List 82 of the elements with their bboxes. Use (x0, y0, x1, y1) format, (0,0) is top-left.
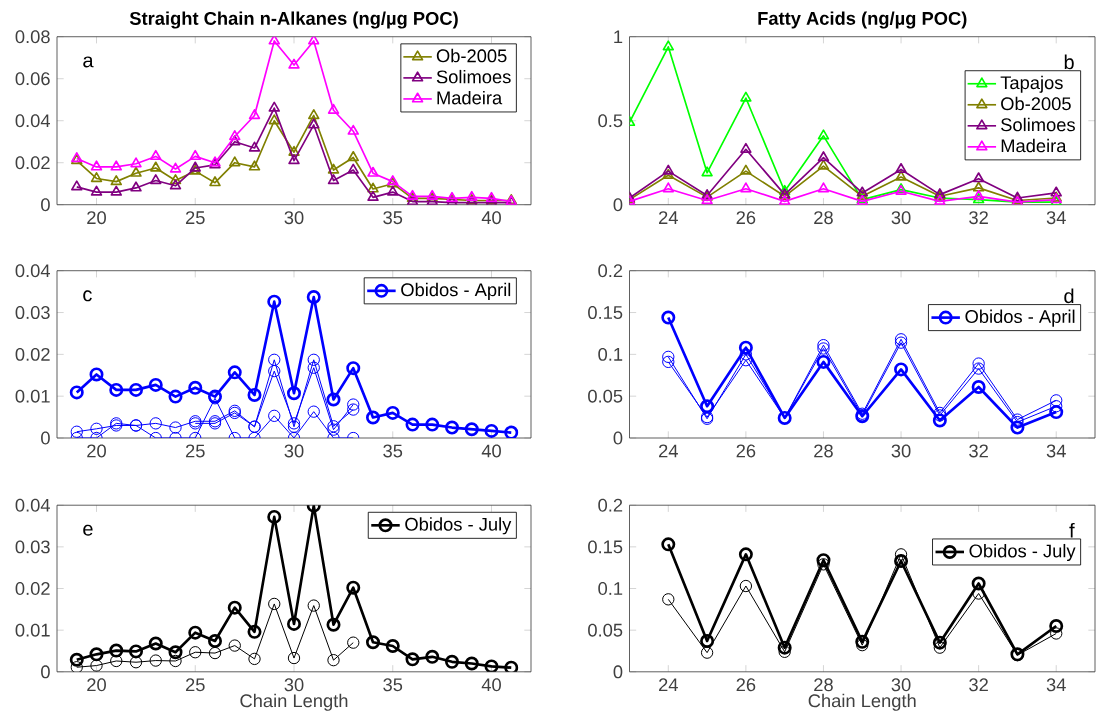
x-tick-label: 28 (814, 678, 833, 692)
y-tick-label: 0.05 (588, 389, 623, 403)
y-tick-label: 0.03 (15, 540, 50, 554)
legend-label: Ob-2005 (1001, 96, 1071, 111)
x-tick-label: 40 (481, 678, 501, 692)
y-tick-label: 0.04 (15, 498, 51, 512)
y-tick-label: 0.02 (15, 156, 50, 170)
y-tick-label: 0 (613, 198, 623, 212)
x-tick-label: 40 (481, 444, 501, 458)
annotation: e (83, 524, 93, 536)
x-tick-label: 30 (284, 678, 304, 692)
y-tick-label: 0 (41, 665, 50, 679)
y-tick-label: 0.1 (598, 347, 623, 361)
x-tick-label: 30 (891, 444, 911, 458)
y-tick-label: 0.05 (588, 623, 623, 637)
x-tick-label: 25 (185, 444, 205, 458)
x-tick-label: 28 (814, 211, 833, 225)
x-tick-label: 20 (87, 678, 106, 692)
y-tick-label: 1 (614, 30, 623, 44)
y-tick-label: 0.02 (15, 347, 50, 361)
y-tick-label: 0 (613, 431, 623, 445)
y-tick-label: 0.01 (15, 389, 50, 403)
legend-label: Obidos - April (965, 309, 1075, 327)
y-tick-label: 0 (41, 198, 50, 212)
y-tick-label: 0.15 (588, 306, 623, 320)
chart-title: Straight Chain n-Alkanes (ng/µg POC) (129, 11, 458, 29)
x-tick-label: 35 (383, 444, 403, 458)
legend-label: Obidos - July (969, 543, 1076, 562)
annotation: a (83, 56, 94, 68)
x-tick-label: 24 (659, 211, 678, 224)
y-tick-label: 0.2 (598, 264, 623, 278)
y-tick-label: 0 (613, 665, 623, 679)
x-tick-label: 20 (87, 444, 106, 458)
y-tick-label: 0.1 (598, 582, 623, 595)
legend-label: Solimoes (436, 69, 511, 84)
x-tick-label: 32 (969, 678, 988, 692)
legend-label: Tapajos (1000, 75, 1063, 93)
x-tick-label: 40 (481, 211, 501, 225)
chart-title: Fatty Acids (ng/µg POC) (758, 11, 967, 29)
y-tick-label: 0.5 (598, 114, 623, 128)
y-tick-label: 0.03 (15, 306, 50, 320)
annotation: b (1064, 54, 1074, 70)
x-tick-label: 35 (383, 678, 403, 692)
y-tick-label: 0.2 (598, 498, 623, 512)
x-tick-label: 32 (969, 444, 988, 458)
x-tick-label: 30 (284, 211, 304, 225)
x-tick-label: 34 (1046, 678, 1066, 692)
x-tick-label: 35 (383, 211, 403, 225)
x-tick-label: 34 (1046, 444, 1066, 458)
y-tick-label: 0.15 (588, 540, 623, 554)
y-tick-label: 0.02 (15, 582, 50, 596)
x-axis-title: Chain Length (240, 693, 348, 711)
legend-label: Obidos - July (405, 517, 512, 535)
x-tick-label: 30 (284, 444, 304, 458)
legend-label: Solimoes (1001, 117, 1075, 132)
x-tick-label: 26 (736, 678, 756, 692)
x-axis-title: Chain Length (808, 693, 916, 711)
annotation: c (83, 290, 92, 302)
x-tick-label: 20 (87, 211, 106, 225)
legend-label: Madeira (1001, 138, 1067, 153)
x-tick-label: 28 (814, 444, 833, 458)
annotation: d (1064, 288, 1074, 304)
legend-label: Ob-2005 (436, 48, 507, 63)
y-tick-label: 0 (41, 431, 50, 445)
x-tick-label: 30 (891, 678, 911, 692)
y-tick-label: 0.04 (15, 264, 51, 278)
x-tick-label: 25 (185, 678, 205, 692)
x-tick-label: 30 (891, 211, 911, 225)
x-tick-label: 34 (1046, 211, 1066, 225)
x-tick-label: 26 (736, 444, 756, 458)
legend-label: Madeira (437, 90, 503, 105)
y-tick-label: 0.06 (15, 72, 50, 86)
y-tick-label: 0.04 (15, 114, 51, 128)
x-tick-label: 24 (659, 444, 678, 458)
x-tick-label: 24 (659, 678, 678, 692)
y-tick-label: 0.01 (15, 623, 50, 637)
x-tick-label: 25 (185, 211, 205, 225)
legend-label: Obidos - April (401, 282, 511, 300)
x-tick-label: 32 (969, 211, 988, 225)
y-tick-label: 0.08 (15, 30, 50, 44)
annotation: f (1069, 522, 1075, 538)
x-tick-label: 26 (736, 211, 756, 225)
